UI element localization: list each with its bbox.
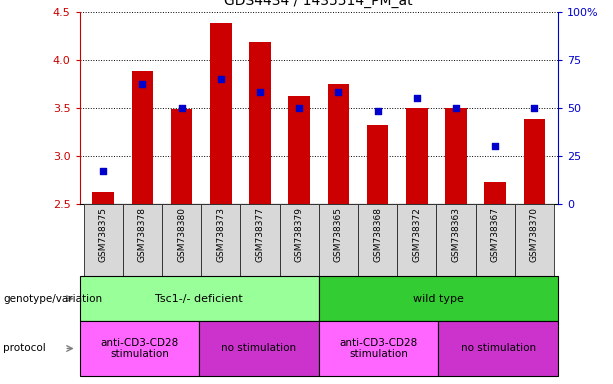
Bar [476, 204, 515, 276]
Bar [210, 23, 232, 204]
Point [177, 104, 186, 111]
Text: GSM738378: GSM738378 [138, 207, 147, 262]
Bar [484, 182, 506, 204]
Bar [406, 108, 427, 204]
Bar [358, 204, 397, 276]
Bar [199, 321, 319, 376]
Point [530, 104, 539, 111]
Bar [327, 84, 349, 204]
Text: GSM738379: GSM738379 [295, 207, 303, 262]
Bar [249, 42, 271, 204]
Bar [319, 204, 358, 276]
Bar [436, 204, 476, 276]
Text: GSM738367: GSM738367 [490, 207, 500, 262]
Point [451, 104, 461, 111]
Bar [132, 71, 153, 204]
Text: GSM738377: GSM738377 [256, 207, 264, 262]
Bar [162, 204, 201, 276]
Bar [80, 276, 319, 321]
Point [98, 168, 108, 174]
Point [490, 143, 500, 149]
Bar [319, 321, 438, 376]
Bar [288, 96, 310, 204]
Text: no stimulation: no stimulation [221, 343, 297, 354]
Text: no stimulation: no stimulation [460, 343, 536, 354]
Bar [240, 204, 280, 276]
Bar [319, 276, 558, 321]
Point [255, 89, 265, 95]
Bar [436, 204, 476, 276]
Bar [80, 321, 199, 376]
Text: anti-CD3-CD28
stimulation: anti-CD3-CD28 stimulation [101, 338, 178, 359]
Text: protocol: protocol [3, 343, 46, 354]
Bar [123, 204, 162, 276]
Bar [367, 125, 388, 204]
Bar [171, 109, 192, 204]
Bar [162, 204, 201, 276]
Text: wild type: wild type [413, 293, 463, 304]
Bar [280, 204, 319, 276]
Bar [319, 204, 358, 276]
Bar [83, 204, 123, 276]
Text: anti-CD3-CD28
stimulation: anti-CD3-CD28 stimulation [340, 338, 417, 359]
Bar [438, 321, 558, 376]
Text: GSM738375: GSM738375 [99, 207, 108, 262]
Bar [93, 192, 114, 204]
Text: GSM738370: GSM738370 [530, 207, 539, 262]
Text: GSM738380: GSM738380 [177, 207, 186, 262]
Text: genotype/variation: genotype/variation [3, 293, 102, 304]
Bar [240, 204, 280, 276]
Bar [445, 108, 466, 204]
Bar [201, 204, 240, 276]
Point [294, 104, 304, 111]
Point [412, 95, 422, 101]
Bar [515, 204, 554, 276]
Bar [358, 204, 397, 276]
Bar [201, 204, 240, 276]
Bar [123, 204, 162, 276]
Text: GSM738372: GSM738372 [412, 207, 421, 262]
Text: Tsc1-/- deficient: Tsc1-/- deficient [155, 293, 243, 304]
Text: GSM738363: GSM738363 [451, 207, 460, 262]
Bar [83, 204, 123, 276]
Point [216, 76, 226, 82]
Point [333, 89, 343, 95]
Text: GSM738365: GSM738365 [334, 207, 343, 262]
Bar [397, 204, 436, 276]
Text: GSM738368: GSM738368 [373, 207, 382, 262]
Bar [280, 204, 319, 276]
Bar [524, 119, 545, 204]
Bar [515, 204, 554, 276]
Point [137, 81, 147, 88]
Bar [397, 204, 436, 276]
Point [373, 108, 383, 114]
Title: GDS4434 / 1435514_PM_at: GDS4434 / 1435514_PM_at [224, 0, 413, 8]
Text: GSM738373: GSM738373 [216, 207, 226, 262]
Bar [476, 204, 515, 276]
